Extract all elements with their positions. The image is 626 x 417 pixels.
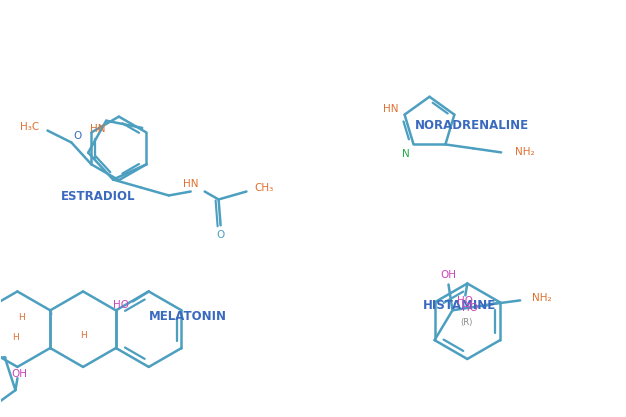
Text: O: O — [217, 230, 225, 240]
Text: HISTAMINE: HISTAMINE — [423, 299, 496, 312]
Text: HO: HO — [458, 296, 473, 306]
Text: OH: OH — [441, 269, 456, 279]
Text: NH₂: NH₂ — [515, 147, 535, 157]
Text: HO: HO — [462, 303, 478, 313]
Text: HN: HN — [183, 178, 198, 188]
Text: HN: HN — [383, 104, 398, 114]
Text: CH₃: CH₃ — [255, 183, 274, 193]
Text: H: H — [12, 333, 19, 342]
Text: MELATONIN: MELATONIN — [150, 310, 227, 323]
Text: NH₂: NH₂ — [532, 294, 552, 304]
Text: H: H — [18, 313, 25, 322]
Text: N: N — [402, 149, 409, 159]
Text: H: H — [80, 331, 86, 340]
Text: ESTRADIOL: ESTRADIOL — [61, 190, 135, 203]
Text: (R): (R) — [460, 318, 473, 327]
Text: NORADRENALINE: NORADRENALINE — [415, 119, 529, 132]
Text: HO: HO — [113, 300, 129, 310]
Text: H₃C: H₃C — [20, 121, 39, 131]
Text: O: O — [73, 131, 81, 141]
Text: HN: HN — [91, 123, 106, 133]
Text: OH: OH — [11, 369, 28, 379]
